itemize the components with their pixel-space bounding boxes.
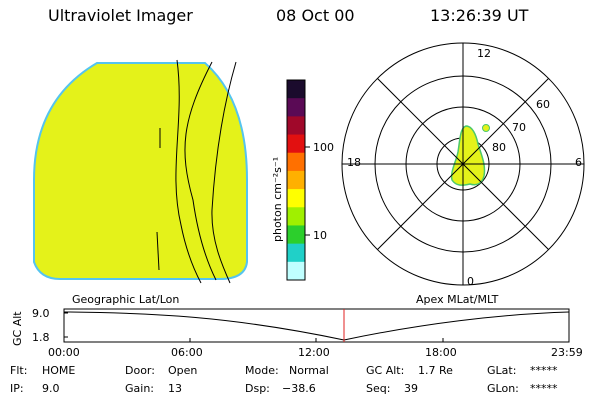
terminator-line-5 (156, 231, 160, 271)
y-tick-label-9: 9.0 (32, 307, 50, 320)
mlt-label-0: 0 (467, 275, 474, 288)
terminator-line-2 (184, 61, 217, 281)
lat-label-60: 60 (536, 98, 550, 111)
lat-label-70: 70 (512, 121, 526, 134)
x-tick-label-0600: 06:00 (171, 346, 203, 359)
terminator-line-1 (175, 59, 202, 284)
gain-value: 13 (168, 382, 182, 395)
auroral-oval (450, 125, 486, 186)
x-tick-label-1800: 18:00 (425, 346, 457, 359)
flt-label: Flt: (10, 364, 28, 377)
date-label: 08 Oct 00 (276, 6, 355, 25)
colorbar-band (287, 207, 305, 226)
colorbar-band (287, 80, 305, 99)
altitude-plot (63, 308, 570, 343)
colorbar-band (287, 116, 305, 136)
terminator-line-3 (211, 61, 237, 284)
earth-image (33, 59, 248, 284)
door-value: Open (168, 364, 198, 377)
colorbar-unit-label: photon cm⁻²s⁻¹ (271, 156, 284, 242)
flt-value: HOME (42, 364, 76, 377)
glat-value: ***** (530, 364, 558, 377)
apex-label: Apex MLat/MLT (416, 293, 499, 306)
seq-value: 39 (404, 382, 418, 395)
gc-alt-axis-label: GC Alt (11, 311, 24, 346)
ip-value: 9.0 (42, 382, 60, 395)
colorbar-label-100: 100 (313, 141, 334, 154)
lat-label-80: 80 (492, 141, 506, 154)
colorbar-frame (286, 79, 306, 281)
mlt-label-12: 12 (477, 47, 491, 60)
colorbar-band (287, 152, 305, 172)
glat-label: GLat: (487, 364, 517, 377)
colorbar-band (287, 243, 305, 263)
mlt-label-6: 6 (575, 156, 582, 169)
colorbar (286, 79, 306, 281)
time-label: 13:26:39 UT (430, 6, 529, 25)
auroral-spot (482, 124, 490, 132)
colorbar-band (287, 225, 305, 245)
glon-label: GLon: (487, 382, 519, 395)
glon-value: ***** (530, 382, 558, 395)
mode-value: Normal (289, 364, 329, 377)
geographic-label: Geographic Lat/Lon (72, 293, 180, 306)
gcalt-label: GC Alt: (366, 364, 405, 377)
dsp-value: −38.6 (282, 382, 316, 395)
colorbar-band (287, 98, 305, 117)
altitude-curve (64, 311, 570, 341)
x-tick-label-2359: 23:59 (551, 346, 583, 359)
mode-label: Mode: (245, 364, 279, 377)
x-tick-label-0000: 00:00 (48, 346, 80, 359)
ip-label: IP: (10, 382, 24, 395)
seq-label: Seq: (366, 382, 391, 395)
mlt-label-18: 18 (347, 156, 361, 169)
colorbar-band (287, 170, 305, 190)
colorbar-band (287, 261, 305, 281)
instrument-title: Ultraviolet Imager (48, 6, 193, 25)
colorbar-label-10: 10 (313, 229, 327, 242)
colorbar-band (287, 189, 305, 208)
colorbar-band (287, 134, 305, 154)
polar-axis-diagonal-2 (377, 78, 549, 250)
earth-disk (33, 62, 248, 280)
door-label: Door: (125, 364, 155, 377)
gain-label: Gain: (125, 382, 154, 395)
gcalt-value: 1.7 Re (418, 364, 453, 377)
x-tick-label-1200: 12:00 (298, 346, 330, 359)
dsp-label: Dsp: (245, 382, 270, 395)
polar-plot (341, 42, 585, 286)
y-tick-label-1-8: 1.8 (32, 331, 50, 344)
